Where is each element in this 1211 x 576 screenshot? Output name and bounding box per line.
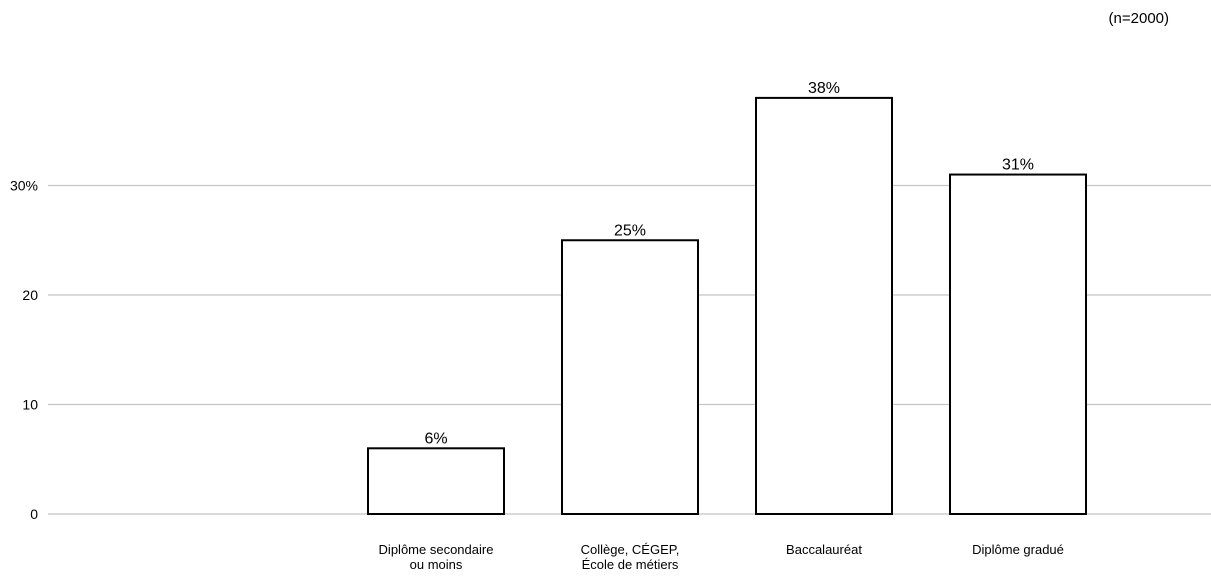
y-tick-label: 0 <box>30 506 38 522</box>
value-label-layer: 6% 25% 38% 31% <box>424 80 1034 447</box>
y-tick-layer: 0 10 20 30% <box>10 178 38 523</box>
value-label: 6% <box>424 430 447 447</box>
y-tick-label: 20 <box>22 287 38 303</box>
category-label: ou moins <box>410 557 463 572</box>
bar <box>949 173 1087 516</box>
value-label: 38% <box>808 80 840 97</box>
bar-layer <box>367 96 1087 516</box>
category-label: École de métiers <box>582 557 679 572</box>
category-label: Baccalauréat <box>786 542 862 557</box>
sample-size-note: (n=2000) <box>1108 10 1169 27</box>
category-label: Diplôme gradué <box>972 542 1064 557</box>
y-tick-label: 10 <box>22 397 38 413</box>
value-label: 31% <box>1002 157 1034 174</box>
category-label: Diplôme secondaire <box>379 542 494 557</box>
y-tick-label: 30% <box>10 178 38 194</box>
bar <box>755 96 893 516</box>
category-label: Collège, CÉGEP, <box>581 542 680 557</box>
value-label: 25% <box>614 222 646 239</box>
bar <box>367 447 505 515</box>
bar <box>561 239 699 515</box>
